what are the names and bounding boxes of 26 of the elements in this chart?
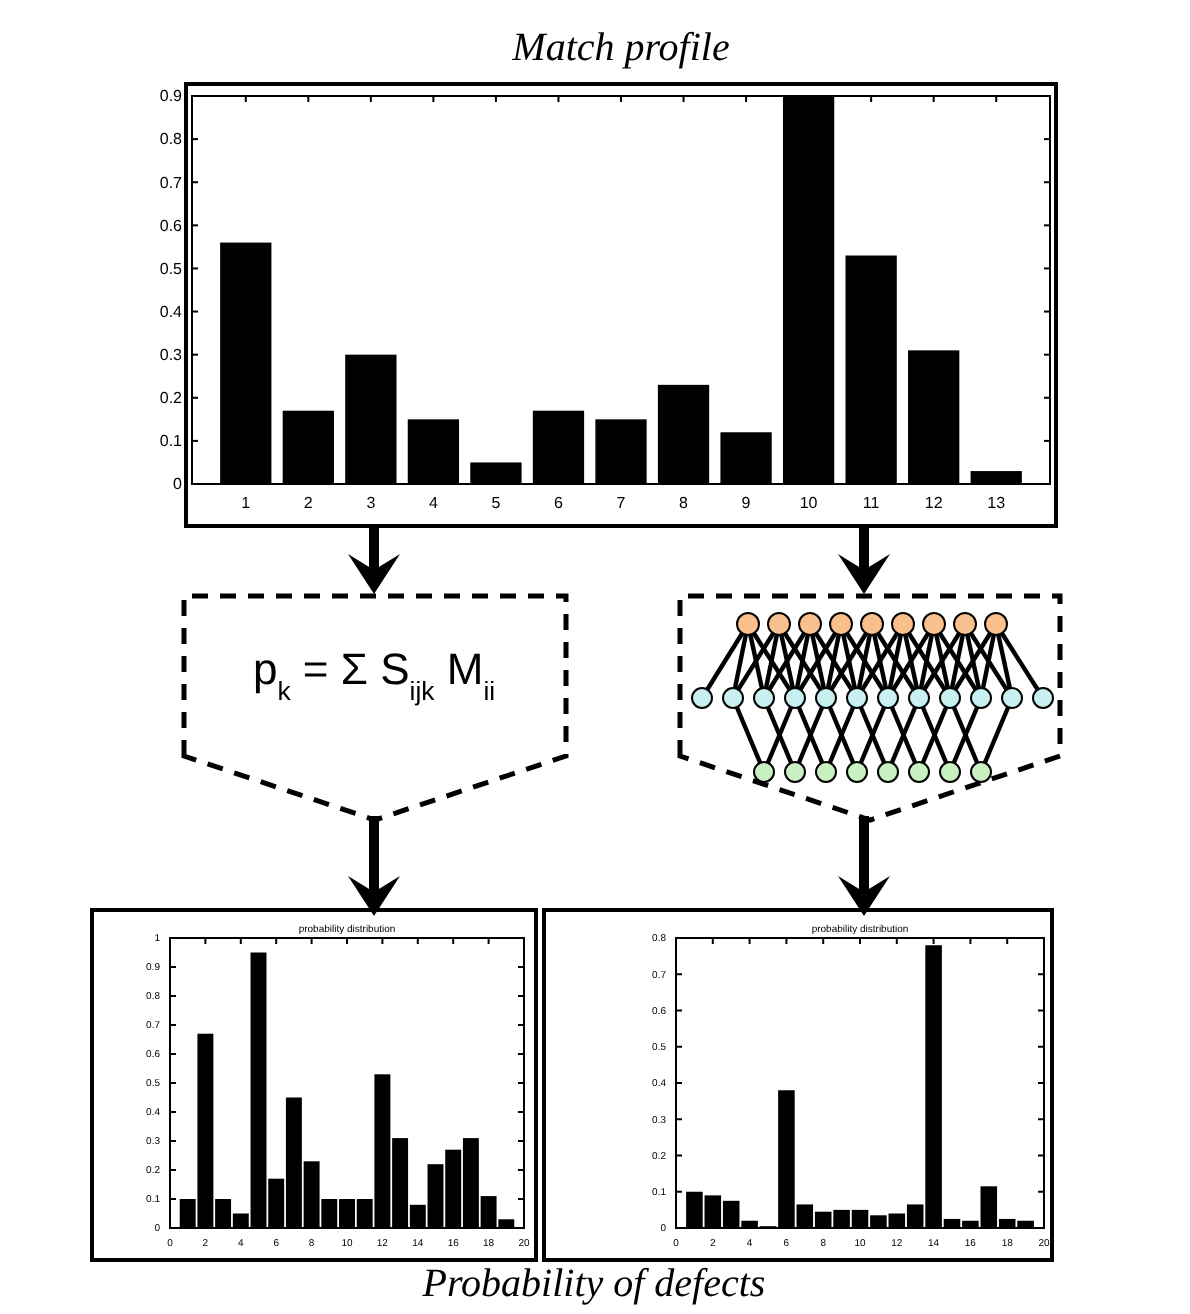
y-tick-label: 0.2 xyxy=(159,389,184,408)
x-tick-label: 12 xyxy=(924,494,944,512)
x-tick-label: 3 xyxy=(366,494,377,512)
y-tick-label: 0.5 xyxy=(159,259,184,278)
x-tick-label: 7 xyxy=(616,494,627,512)
x-tick-label: 8 xyxy=(679,494,690,512)
text: p$_{k}$ = Σ S$_{ijk}$ M$_{ii}$ xyxy=(252,644,496,705)
x-tick-label: 2 xyxy=(303,494,314,512)
x-tick-label: 6 xyxy=(554,494,565,512)
y-tick-label: 0.3 xyxy=(159,346,184,364)
x-tick-label: 13 xyxy=(987,494,1007,512)
x-tick-label: 10 xyxy=(799,494,819,512)
y-tick-label: 0.8 xyxy=(159,130,184,149)
y-tick-label: 0 xyxy=(173,475,184,494)
y-tick-label: 0.6 xyxy=(159,216,184,235)
x-tick-label: 11 xyxy=(862,494,881,512)
y-tick-label: 0.1 xyxy=(159,432,184,451)
x-tick-label: 9 xyxy=(741,494,752,512)
x-tick-label: 1 xyxy=(241,494,252,512)
y-tick-label: 0.4 xyxy=(159,302,184,321)
chart-title: Match profile xyxy=(510,26,730,70)
y-tick-label: 0.7 xyxy=(159,173,184,192)
text: Probability of defects xyxy=(420,1262,766,1306)
x-tick-label: 5 xyxy=(491,494,502,512)
x-tick-label: 4 xyxy=(428,494,439,512)
y-tick-label: 0.9 xyxy=(159,87,184,106)
